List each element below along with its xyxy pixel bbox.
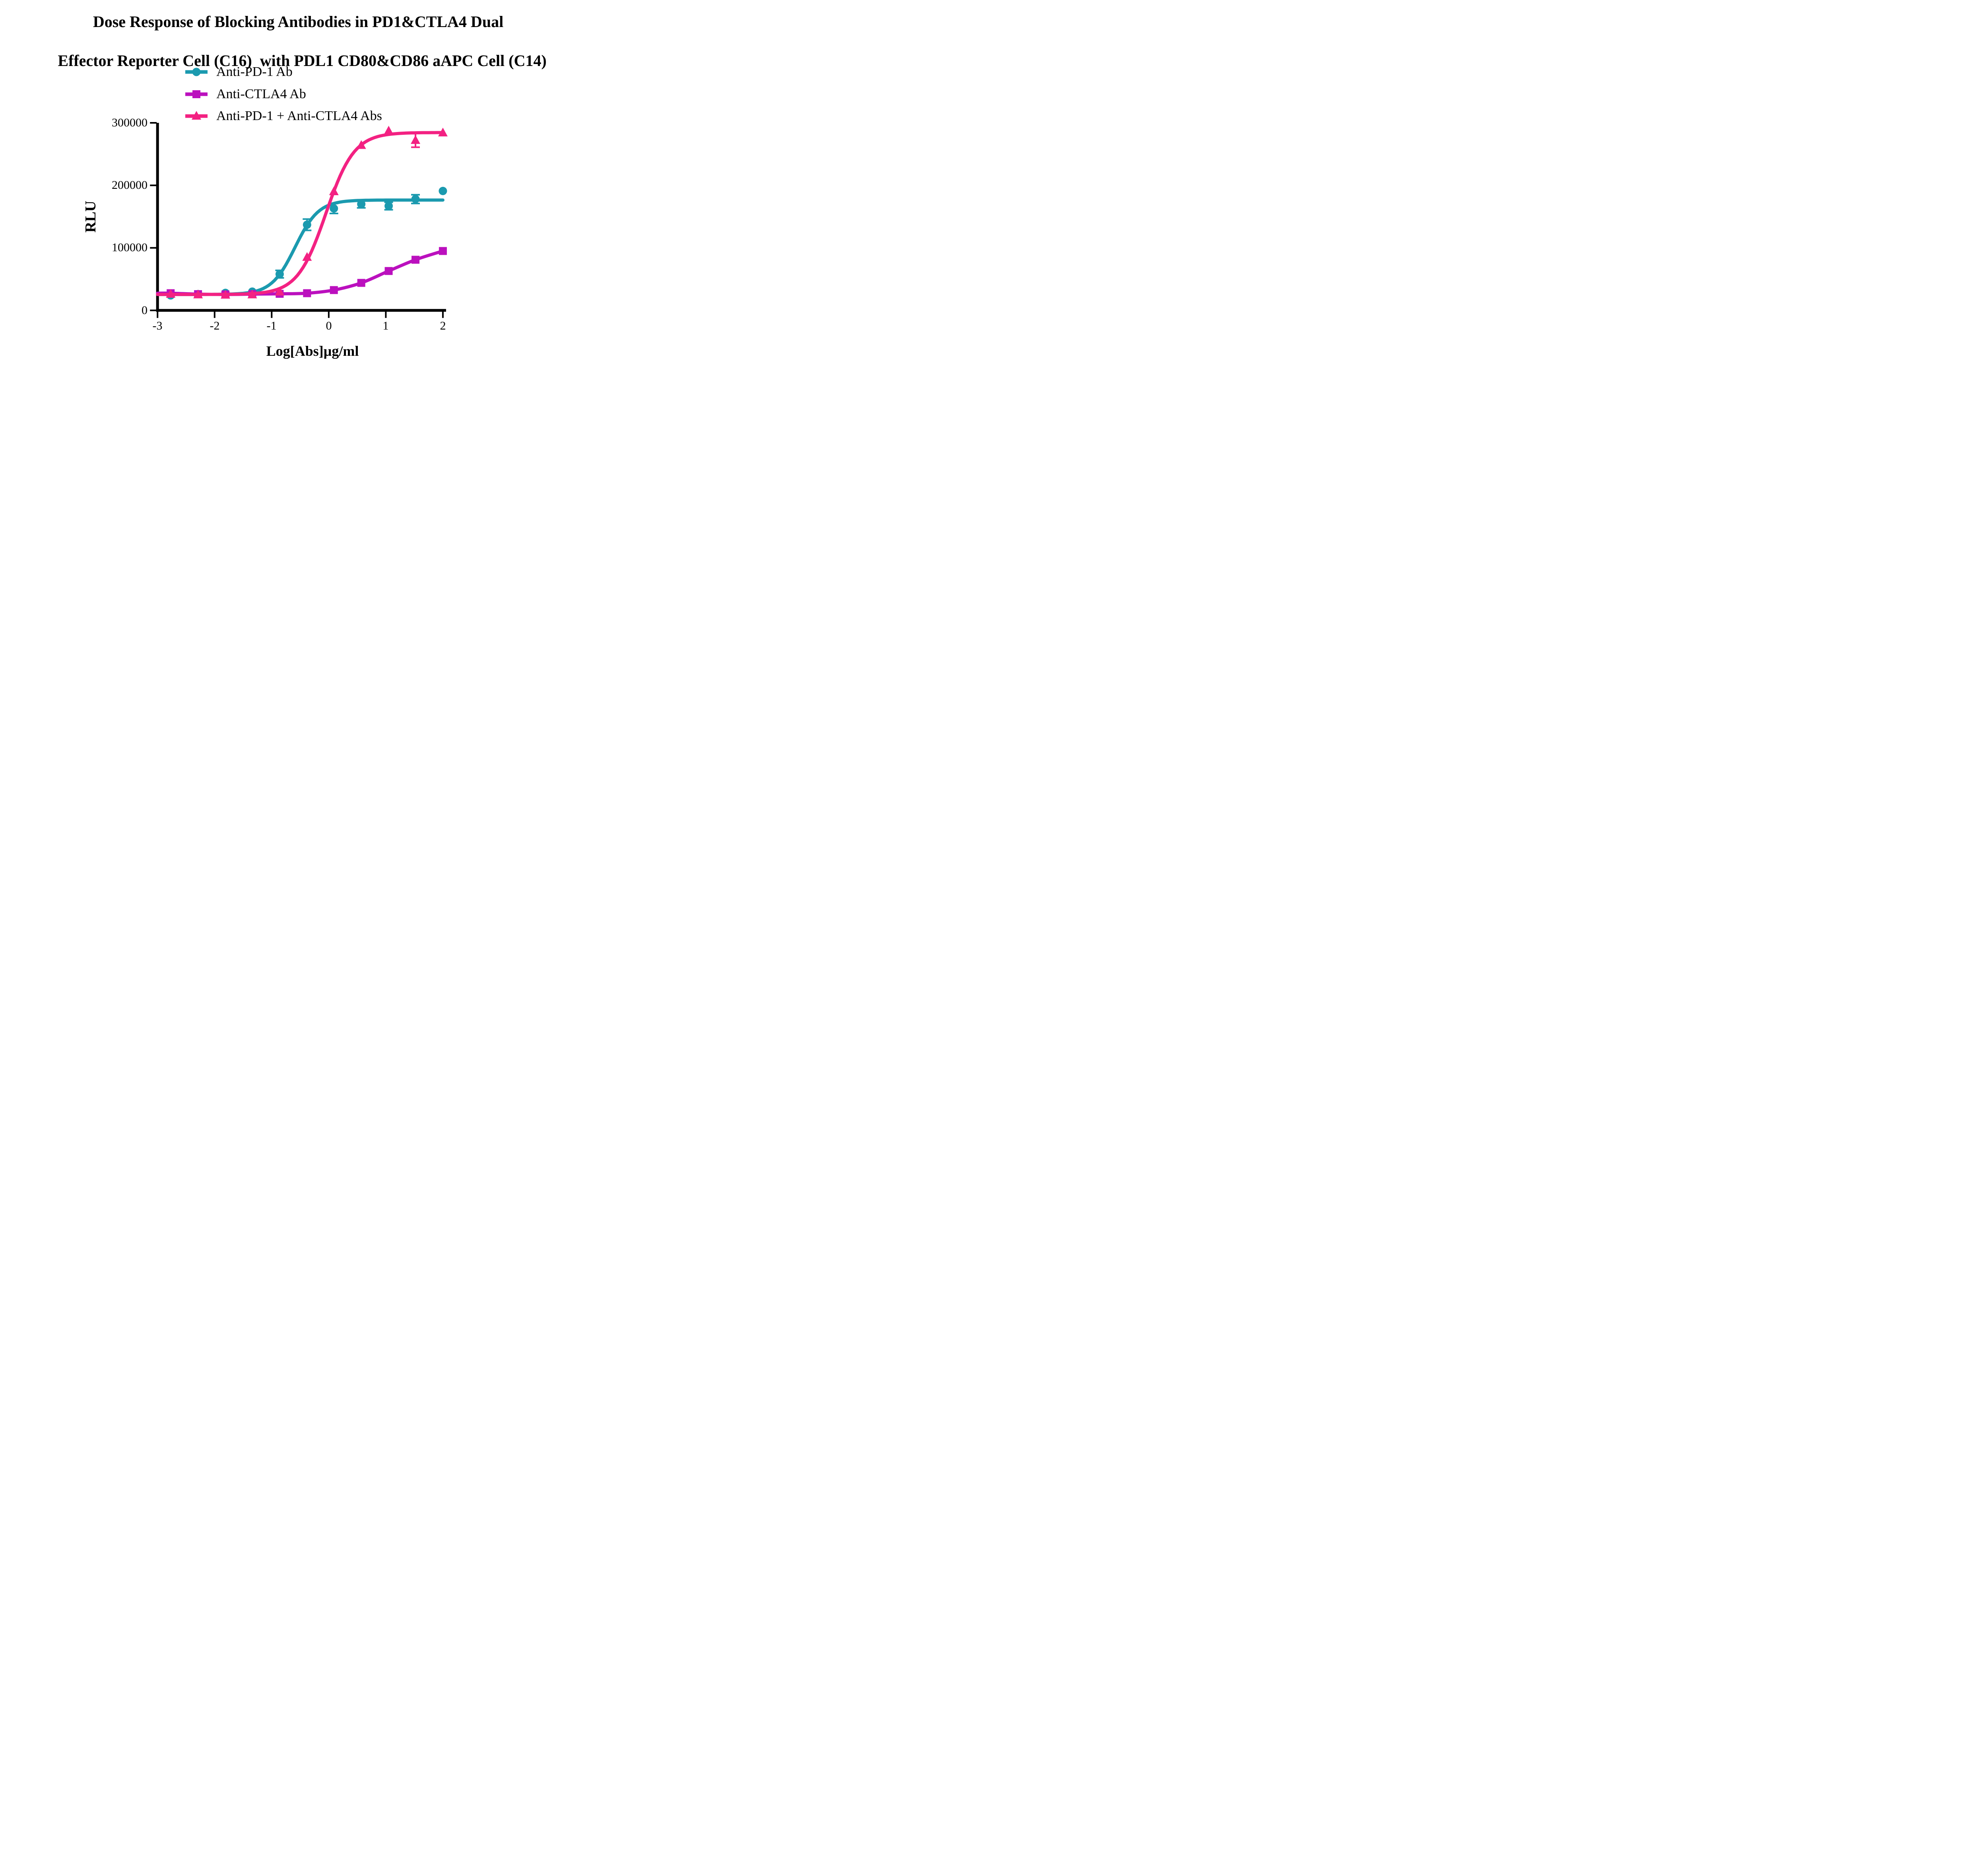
- x-axis-label: Log[Abs]µg/ml: [266, 343, 359, 359]
- y-axis-label: RLU: [82, 200, 99, 233]
- legend-label: Anti-PD-1 + Anti-CTLA4 Abs: [216, 109, 382, 123]
- series-1: [156, 247, 447, 299]
- x-tick-label--1: -1: [266, 319, 277, 332]
- plot-series: [156, 126, 448, 300]
- dose-response-plot: [150, 122, 448, 318]
- legend-marker-circle-icon: [185, 68, 208, 76]
- y-tick-label-100000: 100000: [112, 241, 148, 254]
- x-tick-label-2: 2: [440, 319, 446, 332]
- figure: Dose Response of Blocking Antibodies in …: [0, 0, 596, 373]
- x-tick-label--2: -2: [210, 319, 220, 332]
- series-0: [156, 186, 447, 300]
- x-tick-label--3: -3: [152, 319, 163, 332]
- y-tick-label-300000: 300000: [112, 116, 148, 129]
- legend-label: Anti-CTLA4 Ab: [216, 87, 306, 101]
- legend-label: Anti-PD-1 Ab: [216, 64, 293, 79]
- chart-title-line1: Dose Response of Blocking Antibodies in …: [93, 13, 504, 31]
- series-2: [156, 126, 448, 299]
- chart-title-line2: Effector Reporter Cell (C16) with PDL1 C…: [58, 52, 547, 70]
- y-tick-label-0: 0: [142, 304, 148, 317]
- y-tick-label-200000: 200000: [112, 178, 148, 192]
- axes: [150, 122, 446, 318]
- legend-marker-square-icon: [185, 90, 208, 98]
- x-tick-label-1: 1: [382, 319, 389, 332]
- chart-title: Dose Response of Blocking Antibodies in …: [0, 12, 596, 70]
- legend-marker-triangle-icon: [185, 111, 208, 120]
- x-tick-label-0: 0: [326, 319, 332, 332]
